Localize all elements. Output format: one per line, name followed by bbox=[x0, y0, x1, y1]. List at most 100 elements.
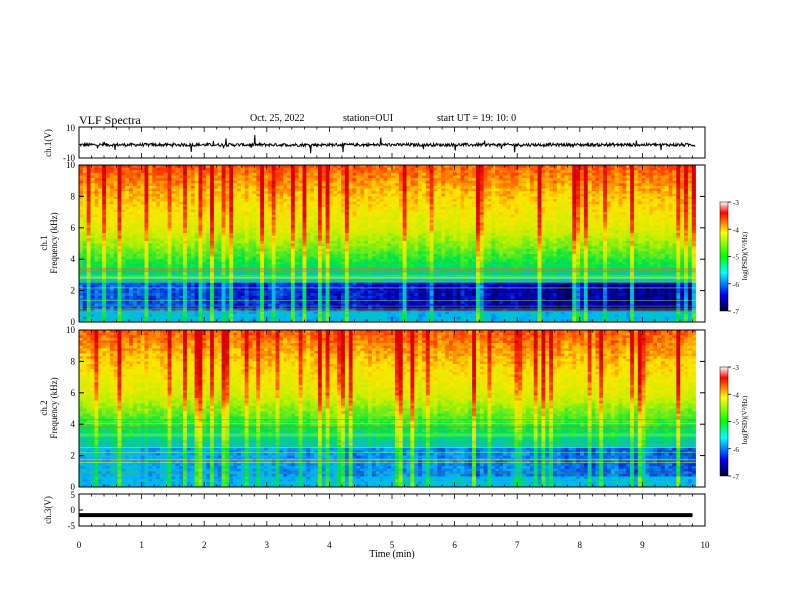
spectrogram-cell bbox=[329, 212, 334, 216]
spectrogram-cell bbox=[641, 191, 646, 195]
spectrogram-cell bbox=[352, 188, 357, 192]
spectrogram-cell bbox=[279, 167, 284, 171]
spectrogram-cell bbox=[271, 196, 276, 200]
spectrogram-cell bbox=[464, 235, 469, 239]
spectrogram-cell bbox=[603, 217, 608, 221]
spectrogram-cell bbox=[410, 227, 415, 231]
spectrogram-cell bbox=[495, 199, 500, 202]
spectrogram-cell bbox=[395, 175, 400, 179]
spectrogram-cell bbox=[314, 222, 319, 226]
spectrogram-cell bbox=[653, 170, 658, 174]
spectrogram-cell bbox=[156, 172, 161, 176]
spectrogram-cell bbox=[687, 183, 693, 187]
spectrogram-cell bbox=[448, 178, 454, 181]
spectrogram-cell bbox=[210, 178, 215, 181]
spectrogram-cell bbox=[560, 170, 565, 174]
spectrogram-cell bbox=[240, 193, 246, 197]
spectrogram-cell bbox=[441, 188, 446, 192]
spectrogram-cell bbox=[240, 201, 246, 205]
spectrogram-cell bbox=[580, 240, 585, 244]
spectrogram-cell bbox=[522, 217, 527, 221]
spectrogram-cell bbox=[649, 225, 654, 229]
spectrogram-cell bbox=[568, 225, 573, 229]
spectrogram-cell bbox=[306, 180, 311, 184]
spectrogram-cell bbox=[344, 227, 350, 231]
spectrogram-cell bbox=[140, 183, 145, 187]
spectrogram-cell bbox=[441, 199, 446, 202]
spectrogram-cell bbox=[518, 204, 523, 208]
spectrogram-cell bbox=[383, 243, 388, 247]
spectrogram-cell bbox=[121, 217, 126, 221]
spectrogram-cell bbox=[152, 172, 157, 176]
spectrogram-cell bbox=[248, 233, 253, 236]
spectrogram-cell bbox=[433, 172, 438, 176]
spectrogram-cell bbox=[395, 193, 400, 197]
spectrogram-cell bbox=[502, 233, 508, 236]
spectrogram-cell bbox=[148, 230, 153, 234]
spectrogram-cell bbox=[610, 201, 615, 205]
spectrogram-cell bbox=[518, 191, 523, 195]
spectrogram-cell bbox=[580, 204, 585, 208]
spectrogram-cell bbox=[98, 235, 103, 239]
spectrogram-cell bbox=[429, 217, 434, 221]
spectrogram-cell bbox=[606, 199, 612, 202]
spectrogram-cell bbox=[132, 167, 138, 171]
spectrogram-cell bbox=[414, 165, 419, 168]
spectrogram-cell bbox=[294, 235, 299, 239]
spectrogram-cell bbox=[175, 206, 180, 210]
spectrogram-cell bbox=[391, 170, 396, 174]
spectrogram-cell bbox=[190, 209, 195, 213]
spectrogram-cell bbox=[660, 235, 666, 239]
spectrogram-cell bbox=[337, 201, 342, 205]
spectrogram-cell bbox=[637, 209, 642, 213]
spectrogram-cell bbox=[317, 201, 323, 205]
spectrogram-cell bbox=[310, 201, 315, 205]
spectrogram-cell bbox=[475, 191, 481, 195]
spectrogram-cell bbox=[395, 185, 400, 189]
spectrogram-cell bbox=[475, 243, 481, 247]
spectrogram-cell bbox=[425, 240, 430, 244]
spectrogram-cell bbox=[82, 222, 87, 226]
spectrogram-cell bbox=[684, 172, 689, 176]
spectrogram-cell bbox=[398, 196, 404, 200]
spectrogram-cell bbox=[186, 235, 192, 239]
spectrogram-cell bbox=[603, 230, 608, 234]
spectrogram-cell bbox=[672, 199, 677, 202]
spectrogram-cell bbox=[464, 193, 469, 197]
spectrogram-cell bbox=[576, 206, 581, 210]
spectrogram-cell bbox=[541, 214, 546, 218]
spectrogram-cell bbox=[221, 233, 226, 236]
spectrogram-cell bbox=[121, 183, 126, 187]
spectrogram-cell bbox=[256, 238, 261, 242]
spectrogram-cell bbox=[271, 167, 276, 171]
spectrogram-cell bbox=[680, 193, 685, 197]
spectrogram-cell bbox=[144, 178, 149, 181]
spectrogram-cell bbox=[198, 238, 203, 242]
spectrogram-cell bbox=[329, 165, 334, 168]
spectrogram-cell bbox=[398, 222, 404, 226]
spectrogram-cell bbox=[132, 230, 138, 234]
spectrogram-cell bbox=[175, 170, 180, 174]
spectrogram-cell bbox=[179, 191, 184, 195]
spectrogram-cell bbox=[657, 170, 662, 174]
spectrogram-cell bbox=[186, 167, 192, 171]
spectrogram-cell bbox=[472, 175, 477, 179]
spectrogram-cell bbox=[391, 233, 396, 236]
spectrogram-cell bbox=[79, 172, 84, 176]
spectrogram-cell bbox=[260, 240, 265, 244]
spectrogram-cell bbox=[190, 230, 195, 234]
spectrogram-cell bbox=[302, 222, 307, 226]
spectrogram-cell bbox=[437, 217, 442, 221]
spectrogram-cell bbox=[560, 217, 565, 221]
spectrogram-cell bbox=[510, 222, 515, 226]
spectrogram-cell bbox=[668, 196, 673, 200]
spectrogram-cell bbox=[129, 235, 134, 239]
spectrogram-cell bbox=[660, 196, 666, 200]
spectrogram-cell bbox=[79, 180, 84, 184]
spectrogram-cell bbox=[506, 240, 511, 244]
spectrogram-cell bbox=[90, 178, 95, 181]
spectrogram-cell bbox=[645, 185, 650, 189]
spectrogram-cell bbox=[633, 240, 639, 244]
spectrogram-cell bbox=[668, 167, 673, 171]
spectrogram-cell bbox=[213, 243, 219, 247]
